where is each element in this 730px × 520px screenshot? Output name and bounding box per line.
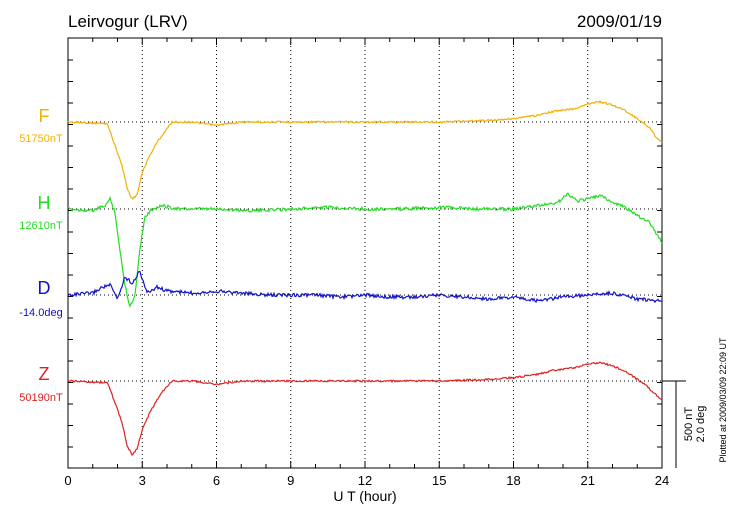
baseline-label-d: -14.0deg bbox=[19, 307, 62, 319]
series-label-z: Z bbox=[39, 364, 50, 384]
x-axis-ticks: 0 3 6 9 12 15 18 21 24 bbox=[64, 38, 669, 488]
chart-title: Leirvogur (LRV) bbox=[68, 12, 188, 31]
x-tick-label: 21 bbox=[581, 473, 595, 488]
series-label-f: F bbox=[39, 106, 50, 126]
baseline-label-z: 50190nT bbox=[19, 392, 63, 404]
trace-z bbox=[67, 361, 663, 456]
x-tick-label: 15 bbox=[432, 473, 446, 488]
trace-f bbox=[67, 100, 663, 201]
series-label-h: H bbox=[38, 193, 51, 213]
x-axis-label: U T (hour) bbox=[333, 488, 396, 504]
scale-bar: 500 nT 2.0 deg bbox=[662, 380, 707, 468]
x-tick-label: 6 bbox=[213, 473, 220, 488]
chart-date: 2009/01/19 bbox=[577, 12, 662, 31]
x-tick-label: 18 bbox=[506, 473, 520, 488]
x-tick-label: 9 bbox=[287, 473, 294, 488]
x-tick-label: 3 bbox=[139, 473, 146, 488]
x-tick-label: 12 bbox=[358, 473, 372, 488]
scale-bar-label-nt: 500 nT bbox=[683, 407, 695, 442]
y-minor-ticks bbox=[68, 59, 662, 448]
x-tick-label: 24 bbox=[655, 473, 669, 488]
baseline-label-h: 12610nT bbox=[19, 220, 63, 232]
trace-h bbox=[67, 192, 663, 308]
grid-lines bbox=[68, 38, 662, 468]
series-labels: F 51750nT H 12610nT D -14.0deg Z 50190nT bbox=[19, 106, 63, 404]
x-tick-label: 0 bbox=[64, 473, 71, 488]
series-label-d: D bbox=[38, 278, 51, 298]
plotted-note: Plotted at 2009/03/09 22:09 UT bbox=[718, 337, 728, 463]
scale-bar-label-deg: 2.0 deg bbox=[695, 406, 707, 443]
traces bbox=[67, 100, 663, 456]
baseline-label-f: 51750nT bbox=[19, 133, 63, 145]
trace-d bbox=[67, 270, 663, 304]
